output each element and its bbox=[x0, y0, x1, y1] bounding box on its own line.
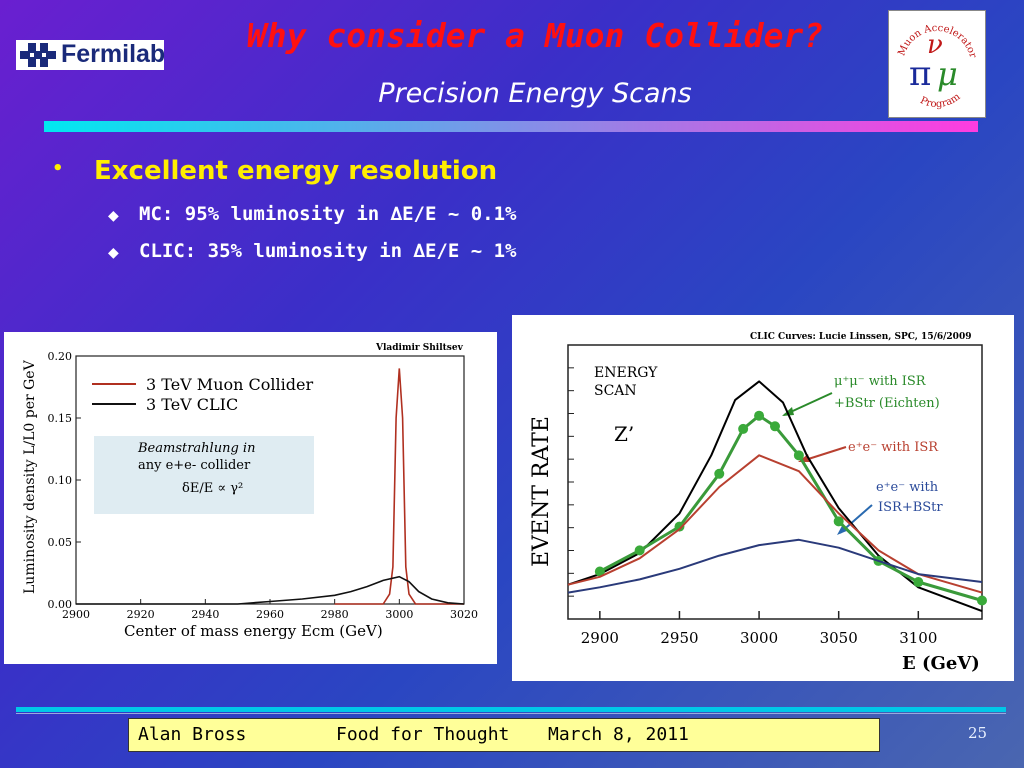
annotation-box bbox=[94, 436, 314, 514]
diamond-bullet-icon: ◆ bbox=[108, 245, 119, 261]
x-tick-label: 2940 bbox=[191, 608, 219, 621]
x-tick-label: 2900 bbox=[62, 608, 90, 621]
series-line-mumu bbox=[599, 414, 983, 602]
mumu-data-point bbox=[594, 566, 605, 577]
title-divider-bar bbox=[44, 121, 978, 132]
footer-topic: Food for Thought bbox=[336, 724, 510, 745]
series-line-clic bbox=[76, 575, 465, 605]
x-tick-label: 3000 bbox=[740, 629, 778, 647]
x-tick-label: 2980 bbox=[321, 608, 349, 621]
mumu-data-point bbox=[977, 595, 987, 606]
fermilab-logo: Fermilab bbox=[16, 40, 166, 70]
series-line-ee2 bbox=[567, 538, 983, 594]
muon-accelerator-program-logo: Muon Accelerator Program ν π μ bbox=[888, 10, 986, 118]
luminosity-chart-panel: Vladimir Shiltsev Beamstrahlung in any e… bbox=[4, 332, 497, 664]
chart-credit: Vladimir Shiltsev bbox=[375, 343, 464, 353]
sub-bullet-mc: MC: 95% luminosity in ∆E/E ~ 0.1% bbox=[139, 203, 517, 225]
x-tick-label: 2950 bbox=[660, 629, 698, 647]
y-tick-label: 0.15 bbox=[48, 412, 73, 425]
mumu-data-point bbox=[634, 545, 645, 556]
footer-author: Alan Bross bbox=[138, 724, 247, 745]
series-line-black bbox=[567, 380, 983, 613]
annotation-line-2: any e+e- collider bbox=[138, 458, 251, 473]
y-tick-label: 0.05 bbox=[48, 536, 73, 549]
y-tick-label: 0.00 bbox=[48, 598, 73, 611]
x-tick-label: 2920 bbox=[127, 608, 155, 621]
mumu-data-point bbox=[754, 410, 765, 421]
mumu-data-point bbox=[833, 516, 844, 527]
svg-text:μ: μ bbox=[937, 55, 958, 93]
mumu-data-point bbox=[793, 450, 804, 461]
ee2-label-1: e⁺e⁻ with bbox=[876, 480, 939, 495]
energy-scan-label-1: ENERGY bbox=[594, 365, 658, 381]
x-axis-label: Center of mass energy Ecm (GeV) bbox=[124, 622, 383, 640]
map-logo-icon: Muon Accelerator Program ν π μ bbox=[896, 23, 978, 110]
footer-divider bbox=[16, 707, 1006, 712]
x-tick-label: 3020 bbox=[450, 608, 478, 621]
mumu-data-point bbox=[738, 423, 749, 434]
mumu-label-1: μ⁺μ⁻ with ISR bbox=[834, 374, 927, 389]
z-prime-label: Z’ bbox=[614, 422, 634, 446]
sub-bullet-clic: CLIC: 35% luminosity in ∆E/E ~ 1% bbox=[139, 240, 517, 262]
footer-bar bbox=[128, 718, 880, 752]
main-bullet: Excellent energy resolution bbox=[94, 156, 498, 186]
bullet-dot-icon: • bbox=[52, 158, 64, 179]
annotation-line-3: δE/E ∝ γ² bbox=[182, 481, 243, 496]
series-line-ee bbox=[567, 454, 983, 594]
diamond-bullet-icon: ◆ bbox=[108, 208, 119, 224]
x-tick-label: 2900 bbox=[581, 629, 619, 647]
mumu-data-point bbox=[674, 521, 685, 532]
annotation-line-1: Beamstrahlung in bbox=[137, 441, 255, 456]
chart-credit: CLIC Curves: Lucie Linssen, SPC, 15/6/20… bbox=[750, 332, 971, 342]
svg-text:ν: ν bbox=[927, 30, 943, 60]
mumu-data-point bbox=[770, 421, 780, 432]
x-tick-label: 2960 bbox=[256, 608, 284, 621]
y-axis-label: EVENT RATE bbox=[529, 416, 554, 567]
y-tick-label: 0.20 bbox=[48, 350, 73, 363]
x-tick-label: 3050 bbox=[820, 629, 858, 647]
luminosity-chart: Vladimir Shiltsev Beamstrahlung in any e… bbox=[22, 343, 478, 640]
energy-scan-chart-panel: CLIC Curves: Lucie Linssen, SPC, 15/6/20… bbox=[512, 315, 1014, 681]
mumu-data-point bbox=[913, 577, 924, 588]
x-tick-label: 3100 bbox=[899, 629, 937, 647]
svg-text:π: π bbox=[909, 54, 931, 94]
mumu-data-point bbox=[714, 468, 725, 479]
page-number: 25 bbox=[968, 724, 988, 742]
slide-title: Why consider a Muon Collider? bbox=[246, 16, 824, 55]
x-axis-label: E (GeV) bbox=[902, 653, 980, 674]
legend-label-mc: 3 TeV Muon Collider bbox=[146, 375, 313, 394]
ee2-arrowhead-icon bbox=[837, 524, 849, 535]
energy-scan-label-2: SCAN bbox=[594, 383, 637, 399]
y-axis-label: Luminosity density L/L0 per GeV bbox=[22, 359, 38, 594]
slide-subtitle: Precision Energy Scans bbox=[378, 78, 692, 109]
ee-label: e⁺e⁻ with ISR bbox=[848, 440, 939, 455]
ee2-label-2: ISR+BStr bbox=[878, 500, 943, 515]
footer-date: March 8, 2011 bbox=[548, 724, 689, 745]
legend-label-clic: 3 TeV CLIC bbox=[146, 395, 238, 414]
x-tick-label: 3000 bbox=[385, 608, 413, 621]
energy-scan-chart: CLIC Curves: Lucie Linssen, SPC, 15/6/20… bbox=[529, 332, 987, 674]
footer-divider-thin bbox=[16, 713, 1006, 714]
fermilab-mark-icon bbox=[20, 43, 56, 67]
mumu-label-2: +BStr (Eichten) bbox=[834, 396, 940, 411]
fermilab-logo-text: Fermilab bbox=[61, 40, 166, 68]
series-line-muon-collider bbox=[334, 368, 464, 605]
y-tick-label: 0.10 bbox=[48, 474, 73, 487]
